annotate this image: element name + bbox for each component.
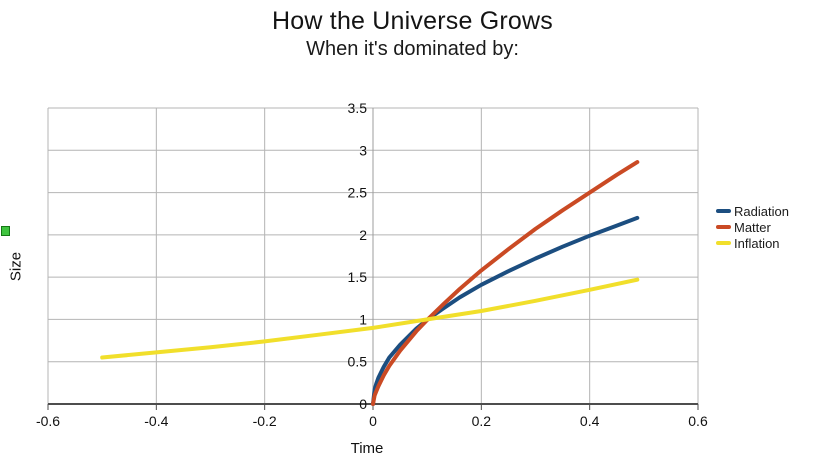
x-tick-label: -0.4	[144, 413, 168, 429]
x-tick-label: -0.6	[36, 413, 60, 429]
x-tick-label: 0.2	[472, 413, 492, 429]
y-tick-label: 3.5	[348, 100, 368, 116]
selection-handle-icon	[1, 226, 10, 236]
x-axis-title: Time	[350, 440, 384, 457]
chart-title: How the Universe Grows	[272, 7, 553, 35]
y-tick-label: 2.5	[348, 185, 368, 201]
x-tick-label: -0.2	[253, 413, 277, 429]
y-tick-labels: 0 0.5 1 1.5 2 2.5 3 3.5	[348, 100, 368, 412]
y-tick-label: 1.5	[348, 269, 368, 285]
legend-label-inflation: Inflation	[734, 235, 780, 251]
y-tick-label: 0.5	[348, 354, 368, 370]
series-radiation	[371, 215, 640, 406]
legend-swatch-inflation	[716, 241, 731, 245]
legend-swatch-matter	[716, 225, 731, 229]
y-tick-label: 2	[359, 227, 367, 243]
y-tick-label: 3	[359, 142, 367, 158]
series-matter	[371, 160, 640, 406]
y-tick-label: 1	[359, 311, 367, 327]
legend-swatch-radiation	[716, 209, 731, 213]
x-tick-label: 0	[369, 413, 377, 429]
series-curves	[100, 160, 640, 406]
legend-item-matter: Matter	[716, 219, 789, 235]
x-tick-label: 0.4	[580, 413, 600, 429]
x-tick-label: 0.6	[688, 413, 708, 429]
series-inflation	[100, 277, 640, 360]
chart-subtitle: When it's dominated by:	[306, 38, 519, 60]
x-tick-labels: -0.6 -0.4 -0.2 0 0.2 0.4 0.6	[36, 413, 708, 429]
legend-item-radiation: Radiation	[716, 203, 789, 219]
y-tick-label: 0	[359, 396, 367, 412]
legend: Radiation Matter Inflation	[716, 203, 789, 251]
gridlines	[47, 107, 699, 404]
legend-label-matter: Matter	[734, 219, 771, 235]
legend-item-inflation: Inflation	[716, 235, 789, 251]
legend-label-radiation: Radiation	[734, 203, 789, 219]
